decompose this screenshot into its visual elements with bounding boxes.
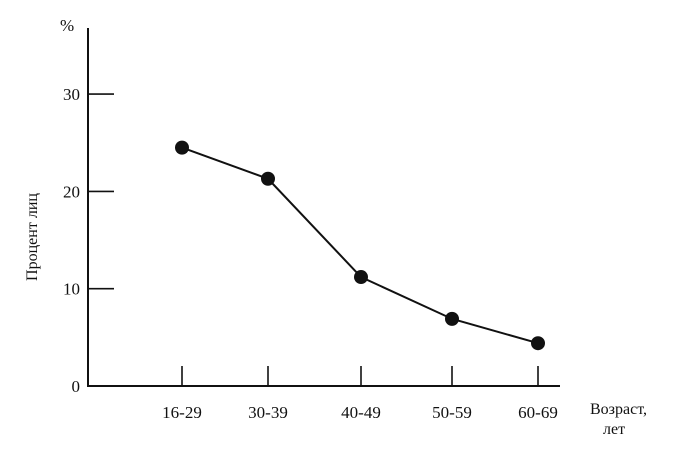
x-ticks: 16-29 30-39 40-49 50-59 60-69 <box>162 366 558 422</box>
data-point <box>175 140 189 155</box>
y-tick-label: 10 <box>63 280 80 299</box>
x-tick-label: 50-59 <box>432 403 472 422</box>
x-tick-label: 30-39 <box>248 403 288 422</box>
y-tick-label: 0 <box>72 377 81 396</box>
data-point <box>531 336 545 351</box>
series-line <box>181 146 539 345</box>
y-tick-label: 30 <box>63 85 80 104</box>
x-axis-label-line1: Возраст, <box>590 401 647 418</box>
series-polyline <box>181 146 539 345</box>
x-tick-label: 40-49 <box>341 403 381 422</box>
y-ticks: 0 10 20 30 <box>63 85 114 396</box>
x-axis-label-line2: лет <box>603 421 625 438</box>
data-point <box>354 270 368 285</box>
data-points <box>175 140 545 351</box>
data-point <box>261 171 275 186</box>
x-tick-label: 16-29 <box>162 403 202 422</box>
y-tick-label: 20 <box>63 182 80 201</box>
x-tick-label: 60-69 <box>518 403 558 422</box>
axes <box>87 28 560 387</box>
y-unit-label: % <box>60 16 74 35</box>
data-point <box>445 311 459 326</box>
y-axis-label: Процент лиц <box>24 193 41 281</box>
